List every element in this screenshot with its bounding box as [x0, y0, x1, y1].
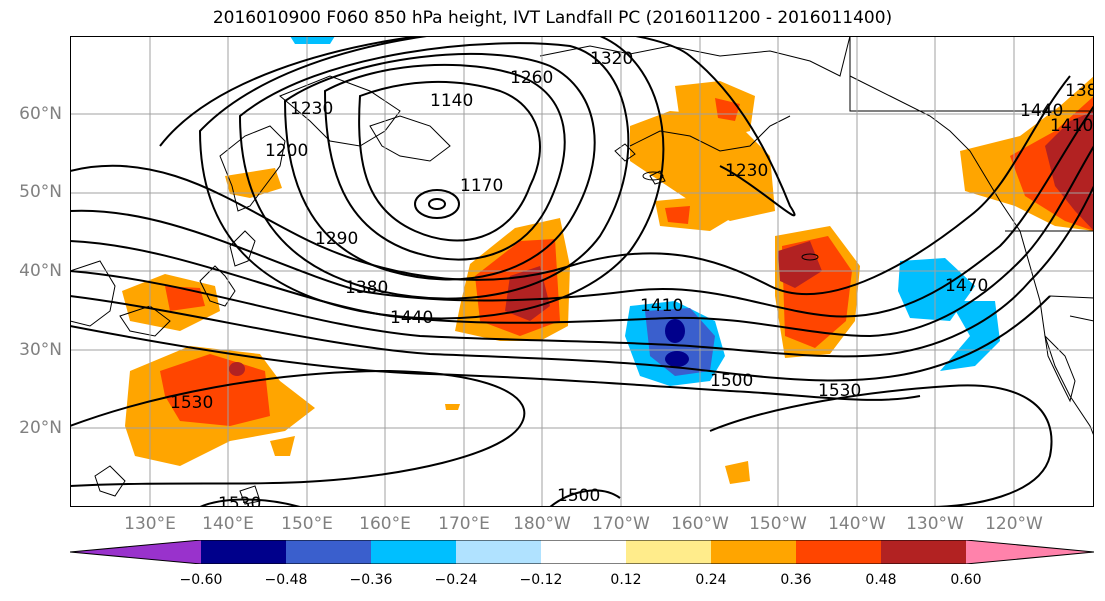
contour-label: 1380: [1065, 81, 1094, 101]
colorbar-tick: 0.48: [865, 572, 897, 588]
lon-label-150e: 150°E: [281, 514, 333, 534]
colorbar-segment: [711, 540, 796, 564]
colorbar-segment: [541, 540, 626, 564]
contour-label: 1530: [218, 494, 261, 507]
lon-label-140e: 140°E: [202, 514, 254, 534]
colorbar-segment: [286, 540, 371, 564]
lat-label-40n: 40°N: [19, 261, 62, 281]
colorbar-extend-high: [966, 540, 1094, 564]
contour-label: 1260: [510, 68, 553, 88]
colorbar-segment: [201, 540, 286, 564]
colorbar-tick: −0.36: [349, 572, 393, 588]
lon-label-130e: 130°E: [124, 514, 176, 534]
colorbar-tick: 0.60: [950, 572, 982, 588]
lon-label-160w: 160°W: [671, 514, 729, 534]
colorbar-tick: 0.36: [780, 572, 812, 588]
lat-label-30n: 30°N: [19, 340, 62, 360]
gridlines: [70, 36, 1094, 507]
lon-label-170e: 170°E: [438, 514, 490, 534]
contour-label: 1170: [460, 176, 503, 196]
contour-label: 1140: [430, 91, 473, 111]
colorbar-tick: 0.24: [695, 572, 727, 588]
height-contours: [70, 36, 1094, 507]
lon-label-170w: 170°W: [592, 514, 650, 534]
ivt-shading: [122, 36, 1094, 484]
colorbar-tick: 0.12: [610, 572, 642, 588]
lat-label-20n: 20°N: [19, 418, 62, 438]
contour-label: 1410: [1050, 116, 1093, 136]
colorbar-segment: [456, 540, 541, 564]
colorbar-tick: −0.24: [434, 572, 478, 588]
lon-label-140w: 140°W: [828, 514, 886, 534]
colorbar-extend-low: [70, 540, 201, 564]
map-title: 2016010900 F060 850 hPa height, IVT Land…: [212, 8, 893, 28]
colorbar-tick: −0.48: [264, 572, 308, 588]
map-panel: 1320 1260 1230 1140 1200 1170 1230 1290 …: [70, 36, 1094, 507]
contour-label: 1230: [725, 161, 768, 181]
contour-label: 1200: [265, 141, 308, 161]
contour-label: 1410: [640, 296, 683, 316]
lon-label-130w: 130°W: [906, 514, 964, 534]
contour-label: 1500: [710, 371, 753, 391]
lon-label-180w: 180°W: [513, 514, 571, 534]
colorbar-segment: [881, 540, 966, 564]
contour-label: 1320: [590, 49, 633, 69]
lat-label-60n: 60°N: [19, 104, 62, 124]
contour-label: 1440: [1020, 101, 1063, 121]
contour-label: 1500: [557, 486, 600, 506]
contour-label: 1230: [290, 99, 333, 119]
lon-label-160e: 160°E: [359, 514, 411, 534]
contour-label: 1290: [315, 229, 358, 249]
colorbar-tick: −0.60: [179, 572, 223, 588]
colorbar-tick: −0.12: [519, 572, 563, 588]
contour-label: 1440: [390, 308, 433, 328]
contour-labels: 1320 1260 1230 1140 1200 1170 1230 1290 …: [170, 49, 1094, 507]
colorbar-segment: [796, 540, 881, 564]
contour-label: 1530: [818, 381, 861, 401]
colorbar: [70, 540, 1094, 564]
contour-label: 1470: [945, 276, 988, 296]
lon-label-120w: 120°W: [985, 514, 1043, 534]
colorbar-segment: [626, 540, 711, 564]
lat-label-50n: 50°N: [19, 182, 62, 202]
colorbar-segment: [371, 540, 456, 564]
contour-label: 1380: [345, 278, 388, 298]
lon-label-150w: 150°W: [749, 514, 807, 534]
contour-label: 1530: [170, 393, 213, 413]
